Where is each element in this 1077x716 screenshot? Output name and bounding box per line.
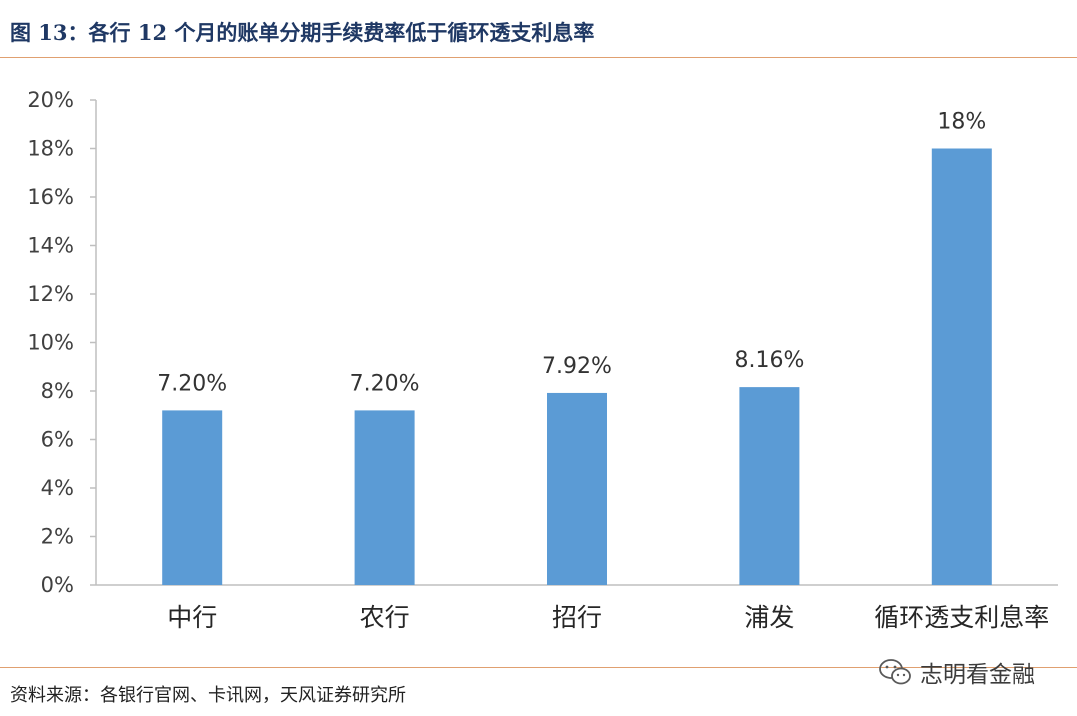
category-label: 循环透支利息率 [874, 603, 1049, 632]
figure-title: 图 13：各行 12 个月的账单分期手续费率低于循环透支利息率 [10, 20, 595, 45]
bar [547, 392, 607, 585]
y-tick-label: 6% [41, 428, 74, 452]
category-label: 农行 [360, 603, 410, 632]
bar-data-label: 7.20% [157, 371, 227, 396]
y-tick-label: 12% [27, 282, 74, 306]
bar [931, 148, 992, 585]
wechat-icon [879, 659, 911, 685]
bar-data-label: 7.92% [542, 354, 612, 379]
y-tick-label: 20% [27, 88, 74, 112]
y-axis: 0% 2% 4% 6% 8% 10% 12% 14% 16% 18% 20% [27, 88, 97, 597]
source-note: 资料来源：各银行官网、卡讯网，天风证券研究所 [10, 685, 406, 706]
bar-data-label: 7.20% [350, 371, 420, 396]
y-tick-label: 16% [27, 185, 74, 209]
watermark-text: 志明看金融 [920, 662, 1035, 688]
watermark: 志明看金融 [878, 655, 1035, 689]
bar [162, 410, 223, 585]
data-labels: 7.20% 7.20% 7.92% 8.16% 18% [157, 110, 986, 397]
category-label: 浦发 [744, 603, 794, 632]
y-tick-label: 8% [41, 379, 74, 403]
top-divider [0, 57, 1077, 58]
bars [162, 148, 992, 585]
bar-data-label: 18% [937, 110, 986, 135]
category-label: 招行 [552, 603, 602, 632]
bar [354, 410, 415, 585]
y-tick-label: 14% [27, 234, 74, 258]
bottom-divider [0, 667, 1077, 668]
bar [739, 387, 800, 585]
category-label: 中行 [167, 603, 217, 632]
y-tick-label: 4% [41, 476, 74, 500]
y-tick-label: 18% [27, 137, 74, 161]
bar-data-label: 8.16% [734, 348, 804, 373]
x-axis: 中行 农行 招行 浦发 循环透支利息率 [96, 584, 1058, 632]
y-tick-label: 10% [27, 331, 74, 355]
y-tick-label: 0% [41, 573, 74, 597]
y-tick-label: 2% [41, 525, 74, 549]
